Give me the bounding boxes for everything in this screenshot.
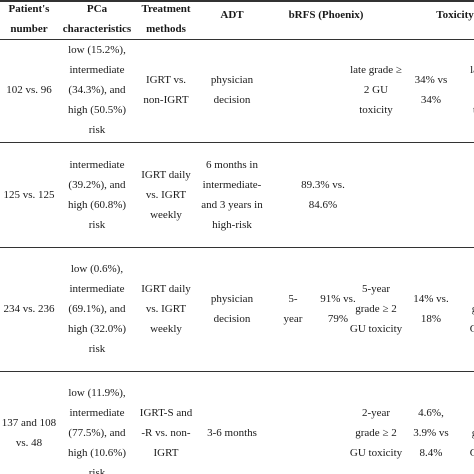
row1-pca: low (15.2%), intermediate (34.3%), and h…: [67, 44, 127, 136]
table-top-rule: [0, 0, 474, 2]
row4-toxicity-extra: 2-ye grade GI tox: [469, 427, 474, 459]
header-toxicity: Toxicity: [436, 9, 474, 21]
row3-toxicity-extra: 5-ye grade GI tox: [469, 303, 474, 335]
row-divider: [0, 142, 474, 143]
header-adt: ADT: [220, 9, 244, 21]
row4-adt: 3-6 months: [207, 427, 257, 439]
header-brfs: bRFS (Phoenix): [288, 9, 364, 21]
row1-brfs-time: [276, 40, 310, 140]
row2-patients: 125 vs. 125: [3, 189, 55, 201]
row2-toxicity-type: [340, 143, 412, 247]
row1-toxicity-value: 34% vs 34%: [414, 74, 448, 106]
header-patients-number: Patient's number: [8, 3, 50, 35]
row2-treatment: IGRT daily vs. IGRT weekly: [141, 169, 191, 221]
header-pca-characteristics: PCa characteristics: [62, 3, 132, 35]
row3-toxicity-type: 5-year grade ≥ 2 GU toxicity: [349, 283, 403, 335]
row-divider: [0, 371, 474, 372]
row4-treatment: IGRT-S and -R vs. non- IGRT: [139, 407, 193, 459]
row2-adt: 6 months in intermediate- and 3 years in…: [201, 159, 263, 231]
row1-adt: physician decision: [210, 74, 254, 106]
row2-toxicity-extra: [456, 143, 474, 247]
row-divider: [0, 247, 474, 248]
row1-toxicity-extra: late gr 2 G toxic: [470, 64, 474, 116]
header-bottom-rule: [0, 39, 474, 40]
row1-patients: 102 vs. 96: [6, 84, 52, 96]
row1-treatment: IGRT vs. non-IGRT: [143, 74, 189, 106]
row3-brfs-time: 5- year: [283, 293, 303, 325]
row4-toxicity-type: 2-year grade ≥ 2 GU toxicity: [349, 407, 403, 459]
row3-treatment: IGRT daily vs. IGRT weekly: [141, 283, 191, 335]
row3-brfs-value: 91% vs. 79%: [320, 293, 356, 325]
row2-brfs-value: 89.3% vs. 84.6%: [301, 179, 345, 211]
row1-toxicity-type: late grade ≥ 2 GU toxicity: [350, 64, 402, 116]
row4-toxicity-value: 4.6%, 3.9% vs 8.4%: [413, 407, 449, 459]
row3-patients: 234 vs. 236: [3, 303, 55, 315]
row3-pca: low (0.6%), intermediate (69.1%), and hi…: [67, 263, 127, 355]
row4-pca: low (11.9%), intermediate (77.5%), and h…: [67, 387, 127, 474]
row3-adt: physician decision: [210, 293, 254, 325]
row3-toxicity-value: 14% vs. 18%: [413, 293, 449, 325]
row4-brfs-time: [276, 372, 310, 474]
row4-patients: 137 and 108 vs. 48: [1, 417, 57, 449]
header-treatment-methods: Treatment methods: [141, 3, 191, 35]
row2-pca: intermediate (39.2%), and high (60.8%) r…: [67, 159, 127, 231]
row2-toxicity-value: [408, 143, 454, 247]
